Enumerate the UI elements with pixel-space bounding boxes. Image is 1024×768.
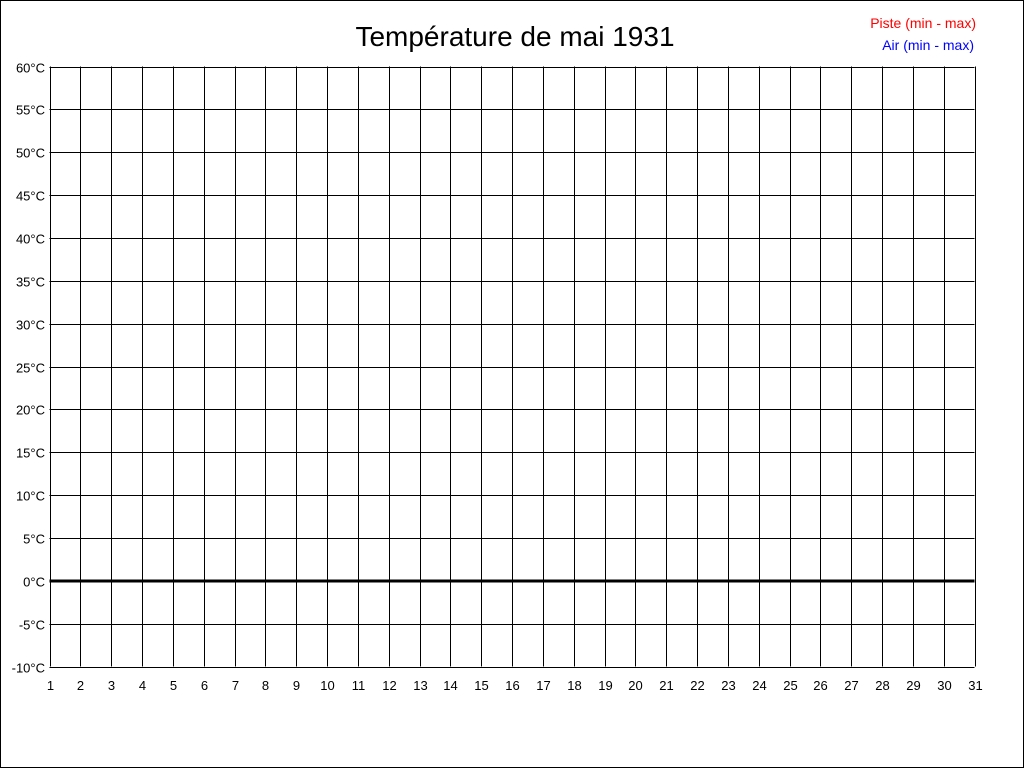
y-tick-label: 30°C bbox=[16, 318, 45, 333]
x-tick-label: 17 bbox=[536, 678, 550, 693]
x-tick-label: 5 bbox=[170, 678, 177, 693]
grid bbox=[49, 66, 976, 668]
x-tick-label: 24 bbox=[752, 678, 766, 693]
x-tick-label: 21 bbox=[659, 678, 673, 693]
x-tick-label: 23 bbox=[721, 678, 735, 693]
x-tick-label: 27 bbox=[844, 678, 858, 693]
y-tick-label: 15°C bbox=[16, 446, 45, 461]
y-tick-label: 40°C bbox=[16, 232, 45, 247]
y-tick-label: 25°C bbox=[16, 361, 45, 376]
y-tick-label: -5°C bbox=[19, 618, 45, 633]
y-tick-label: 5°C bbox=[23, 532, 45, 547]
x-tick-label: 30 bbox=[937, 678, 951, 693]
x-tick-label: 12 bbox=[382, 678, 396, 693]
x-tick-label: 1 bbox=[47, 678, 54, 693]
x-tick-label: 28 bbox=[875, 678, 889, 693]
x-tick-label: 15 bbox=[474, 678, 488, 693]
y-tick-label: 50°C bbox=[16, 146, 45, 161]
y-axis-ticks: 60°C 55°C 50°C 45°C 40°C 35°C 30°C 25°C 20°C 15°C… bbox=[12, 61, 45, 676]
y-tick-label: 20°C bbox=[16, 403, 45, 418]
x-tick-label: 11 bbox=[352, 678, 366, 693]
x-tick-label: 10 bbox=[320, 678, 334, 693]
legend-air: Air (min - max) bbox=[882, 37, 974, 53]
x-tick-label: 4 bbox=[139, 678, 146, 693]
chart-title: Température de mai 1931 bbox=[355, 21, 674, 52]
y-tick-label: 45°C bbox=[16, 189, 45, 204]
x-tick-label: 16 bbox=[505, 678, 519, 693]
x-tick-label: 8 bbox=[262, 678, 269, 693]
x-tick-label: 22 bbox=[690, 678, 704, 693]
x-tick-label: 31 bbox=[968, 678, 982, 693]
x-tick-label: 26 bbox=[813, 678, 827, 693]
y-tick-label: 0°C bbox=[23, 575, 45, 590]
y-tick-label: 35°C bbox=[16, 275, 45, 290]
x-tick-label: 20 bbox=[628, 678, 642, 693]
x-axis-ticks: 1 2 3 4 5 6 7 8 9 10 11 12 13 14 15 16 17 18 19 20 21 22 23 24 2… bbox=[47, 678, 983, 693]
x-tick-label: 6 bbox=[201, 678, 208, 693]
x-tick-label: 25 bbox=[783, 678, 797, 693]
x-tick-label: 3 bbox=[108, 678, 115, 693]
x-tick-label: 19 bbox=[598, 678, 612, 693]
x-tick-label: 7 bbox=[232, 678, 239, 693]
y-tick-label: 60°C bbox=[16, 61, 45, 76]
y-tick-label: -10°C bbox=[12, 661, 45, 676]
y-tick-label: 10°C bbox=[16, 489, 45, 504]
x-tick-label: 9 bbox=[293, 678, 300, 693]
y-tick-label: 55°C bbox=[16, 103, 45, 118]
x-tick-label: 14 bbox=[443, 678, 457, 693]
x-tick-label: 13 bbox=[413, 678, 427, 693]
x-tick-label: 18 bbox=[567, 678, 581, 693]
legend-piste: Piste (min - max) bbox=[870, 15, 976, 31]
x-tick-label: 29 bbox=[906, 678, 920, 693]
x-tick-label: 2 bbox=[77, 678, 84, 693]
